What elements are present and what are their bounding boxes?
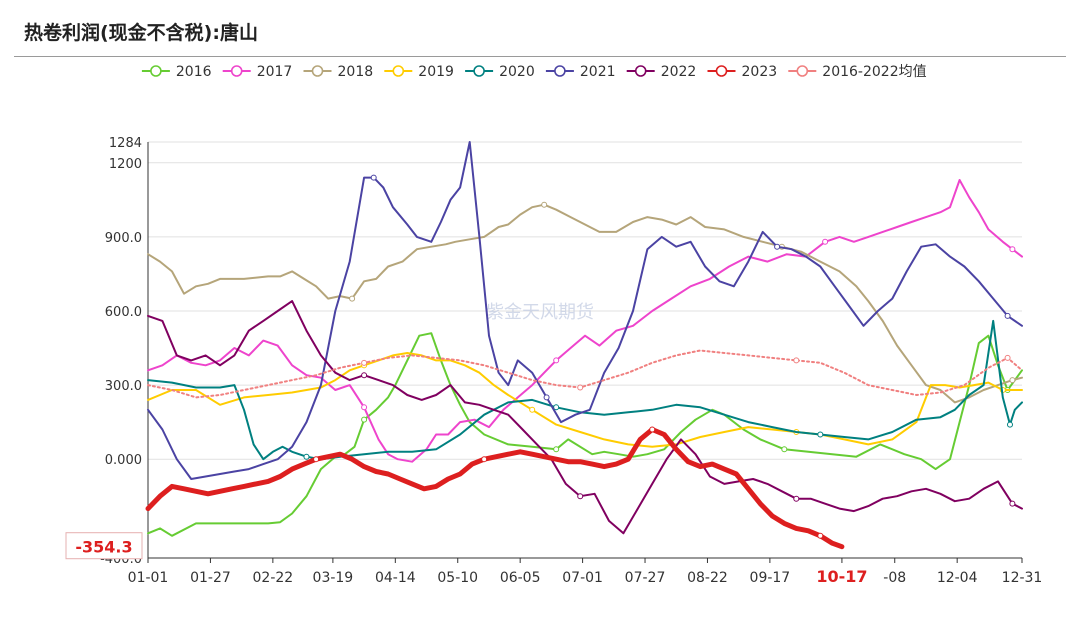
series-marker	[781, 446, 788, 453]
series-marker	[553, 404, 560, 411]
legend-marker	[230, 65, 243, 77]
series-line-2022	[147, 300, 1023, 535]
series-marker	[577, 384, 584, 391]
series-line-2016	[147, 332, 1023, 537]
y-tick-label: 1200	[109, 157, 142, 172]
current-value-label: -354.3	[75, 538, 132, 557]
watermark: 紫金天风期货	[486, 302, 594, 323]
series-line-2023	[145, 427, 845, 550]
x-tick-label: 06-05	[500, 570, 541, 586]
legend-marker	[311, 65, 324, 77]
label-layer: -354.3	[65, 532, 143, 560]
title-divider	[14, 56, 1066, 57]
series-marker	[313, 456, 320, 463]
series-marker	[1004, 354, 1011, 361]
series-marker	[577, 493, 584, 500]
current-value-box	[65, 532, 143, 560]
series-marker	[817, 532, 824, 539]
legend-label: 2016-2022均值	[822, 64, 926, 80]
series-marker	[349, 295, 356, 302]
x-tick-label: 02-22	[253, 570, 294, 586]
series-marker	[529, 406, 536, 413]
x-tick-label: 03-19	[313, 570, 354, 586]
legend-label: 2017	[257, 64, 293, 80]
legend-label: 2020	[499, 64, 535, 80]
y-tick-label: 600.0	[105, 305, 142, 320]
series-marker	[793, 495, 800, 502]
x-tick-label: 08-22	[687, 570, 728, 586]
x-tick-label: -08	[883, 570, 906, 586]
legend-marker	[473, 65, 485, 77]
series-marker	[370, 174, 377, 181]
legend-label: 2016	[176, 64, 212, 80]
legend-label: 2018	[338, 64, 374, 80]
x-tick-label: 12-31	[1002, 570, 1043, 586]
series-line-2016-2022均值	[147, 349, 1023, 399]
y-tick-label: 0.000	[105, 453, 142, 468]
series-marker	[481, 456, 488, 463]
series-marker	[361, 359, 368, 366]
y-tick-label: 1284	[109, 136, 142, 151]
series-line-2019	[147, 352, 1023, 448]
legend-marker	[715, 65, 728, 77]
x-tick-label: 10-17	[816, 567, 867, 586]
legend-label: 2023	[742, 64, 778, 80]
x-tick-label: 04-14	[375, 570, 416, 586]
series-marker	[303, 453, 310, 460]
y-tick-label: 900.0	[105, 231, 142, 246]
series-marker	[1004, 312, 1011, 319]
series-marker	[361, 372, 368, 379]
x-tick-label: 07-01	[562, 570, 603, 586]
legend-marker	[150, 65, 162, 77]
legend-label: 2022	[661, 64, 697, 80]
x-tick-label: 01-27	[190, 570, 231, 586]
x-tick-label: 05-10	[437, 570, 478, 586]
series-line-2021	[147, 141, 1023, 480]
series-marker	[649, 426, 656, 433]
series-marker	[793, 357, 800, 364]
legend: 2016 2017 2018 2019 2020 2021 2022 2023 2016-202…	[141, 64, 927, 80]
x-tick-label: 07-27	[625, 570, 666, 586]
series-marker	[541, 201, 548, 208]
series-marker	[774, 243, 781, 250]
series-marker	[361, 404, 368, 411]
x-tick-label: 12-04	[937, 570, 978, 586]
legend-marker	[796, 65, 809, 77]
x-tick-label: 01-01	[128, 570, 169, 586]
y-tick-label: 300.0	[105, 379, 142, 394]
series-marker	[553, 357, 560, 364]
legend-marker	[634, 65, 647, 77]
legend-marker	[554, 65, 566, 77]
legend-marker	[392, 65, 405, 77]
series-marker	[1009, 500, 1016, 507]
legend-label: 2019	[418, 64, 454, 80]
series-line-2018	[147, 203, 1023, 404]
x-tick-label: 09-17	[750, 570, 791, 586]
series-marker	[361, 416, 368, 423]
series-marker	[817, 431, 824, 438]
series-line-2017	[147, 179, 1023, 463]
series-marker	[543, 394, 550, 401]
series-marker	[1006, 421, 1013, 428]
series-marker	[1009, 246, 1016, 253]
series-layer	[145, 141, 1023, 550]
series-marker	[553, 446, 560, 453]
legend-label: 2021	[580, 64, 616, 80]
series-marker	[1009, 377, 1016, 384]
series-marker	[822, 238, 829, 245]
chart-title: 热卷利润(现金不含税):唐山	[24, 22, 258, 44]
